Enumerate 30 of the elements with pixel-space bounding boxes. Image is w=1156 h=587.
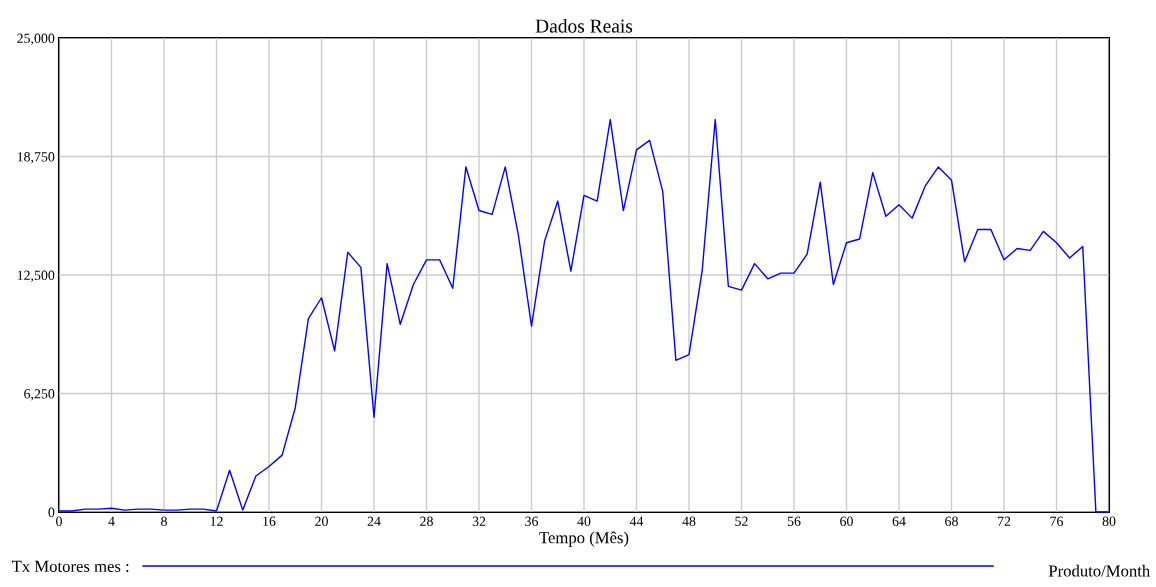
x-tick-label: 72 xyxy=(997,516,1011,526)
x-tick-label: 4 xyxy=(108,516,115,526)
x-tick-label: 48 xyxy=(682,516,696,526)
x-tick-label: 20 xyxy=(315,516,328,526)
y-tick-label: 12,500 xyxy=(17,270,55,282)
x-tick-label: 76 xyxy=(1050,516,1064,526)
chart-title: Dados Reais xyxy=(535,18,633,33)
x-tick-label: 16 xyxy=(263,516,276,526)
text: Produto/Month xyxy=(1048,564,1150,577)
x-tick-label: 64 xyxy=(892,516,906,526)
x-tick-label: 68 xyxy=(945,516,958,526)
text: Tx Motores mes : xyxy=(11,560,129,573)
y-tick-label: 0 xyxy=(48,507,55,517)
x-tick-label: 52 xyxy=(735,516,748,526)
x-tick-label: 12 xyxy=(210,516,223,526)
x-tick-label: 32 xyxy=(472,516,486,526)
x-axis-title: Tempo (Mês) xyxy=(539,531,629,547)
x-tick-label: 80 xyxy=(1102,516,1116,526)
y-tick-label: 6,250 xyxy=(24,389,55,401)
x-tick-label: 36 xyxy=(525,516,539,526)
y-tick-label: 25,000 xyxy=(17,33,55,45)
x-tick-label: 44 xyxy=(629,516,644,526)
x-tick-label: 40 xyxy=(577,516,591,526)
x-tick-label: 56 xyxy=(787,516,801,526)
y-tick-label: 18,750 xyxy=(17,152,55,164)
x-tick-label: 60 xyxy=(840,516,853,526)
x-tick-label: 24 xyxy=(367,516,381,526)
x-tick-label: 28 xyxy=(420,516,433,526)
x-tick-label: 8 xyxy=(161,516,167,526)
x-tick-label: 0 xyxy=(56,516,62,526)
